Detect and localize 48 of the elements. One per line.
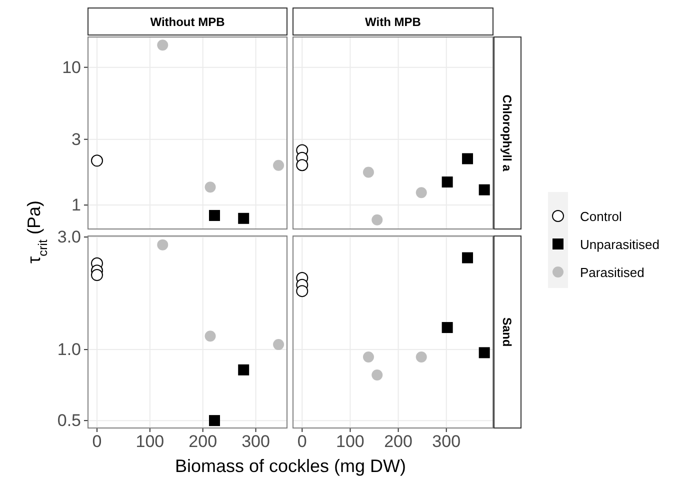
x-tick-label: 0 bbox=[92, 432, 102, 452]
y-tick-label: 3 bbox=[72, 130, 81, 149]
y-tick-label: 0.5 bbox=[57, 411, 81, 430]
x-tick-label: 200 bbox=[384, 432, 412, 452]
y-tick-label: 10 bbox=[62, 58, 81, 77]
point bbox=[416, 351, 427, 362]
point bbox=[208, 415, 220, 426]
x-tick-label: 100 bbox=[136, 432, 164, 452]
x-tick-label: 100 bbox=[336, 432, 364, 452]
chart-title: With MPB bbox=[365, 15, 422, 29]
y-tick-label: 1 bbox=[72, 195, 81, 214]
x-tick-label: 300 bbox=[242, 432, 270, 452]
point bbox=[462, 153, 474, 164]
point bbox=[372, 370, 383, 381]
point bbox=[442, 322, 453, 334]
point bbox=[442, 176, 453, 188]
point bbox=[296, 159, 308, 172]
point bbox=[273, 339, 284, 350]
legend-label: Control bbox=[580, 209, 622, 224]
point bbox=[372, 214, 383, 226]
point bbox=[478, 184, 490, 196]
point bbox=[238, 364, 250, 376]
x-tick-label: 300 bbox=[432, 432, 461, 452]
point bbox=[362, 351, 374, 362]
point bbox=[238, 212, 250, 224]
point bbox=[204, 330, 216, 342]
point bbox=[416, 187, 427, 198]
point bbox=[296, 285, 308, 298]
x-axis-title: Biomass of cockles (mg DW) bbox=[174, 456, 406, 476]
y2-axis-title: Chlorophyll a bbox=[500, 94, 514, 172]
y-tick-label: 1.0 bbox=[57, 340, 81, 359]
legend-label: Parasitised bbox=[580, 265, 644, 280]
legend-label: Unparasitised bbox=[580, 237, 660, 252]
x-tick-label: 200 bbox=[188, 432, 218, 452]
point bbox=[90, 154, 103, 167]
point bbox=[90, 269, 103, 282]
chart-title: Without MPB bbox=[150, 15, 226, 29]
point bbox=[157, 40, 168, 51]
y2-axis-title: Sand bbox=[500, 317, 514, 347]
point bbox=[478, 347, 490, 358]
point bbox=[462, 252, 474, 264]
point bbox=[208, 210, 220, 221]
point bbox=[157, 239, 168, 250]
x-tick-label: 0 bbox=[297, 432, 307, 452]
y-tick-label: 3.0 bbox=[57, 227, 81, 246]
point bbox=[273, 160, 284, 171]
point bbox=[362, 166, 374, 178]
point bbox=[204, 182, 216, 193]
